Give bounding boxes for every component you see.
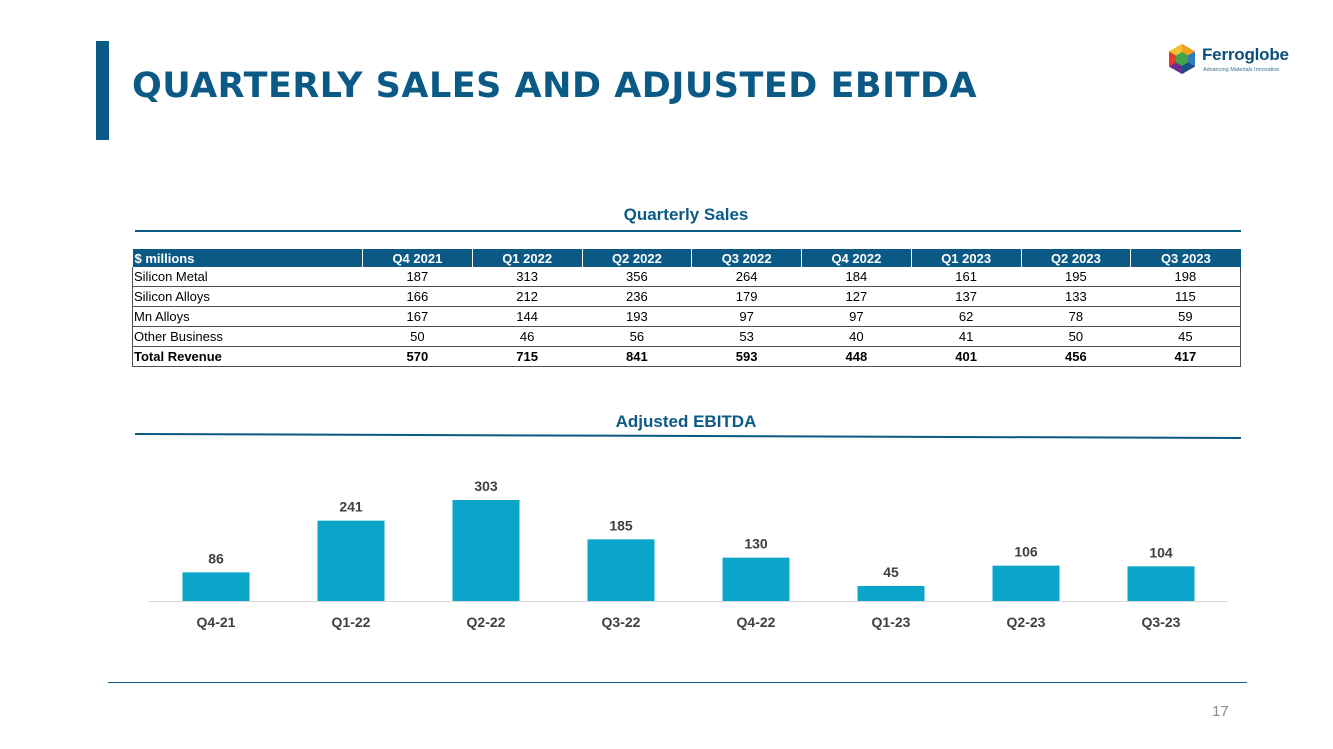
table-cell: 166 <box>362 286 473 307</box>
row-label: Total Revenue <box>132 346 363 367</box>
row-label: Silicon Alloys <box>132 286 363 307</box>
ebitda-tick-label: Q3-22 <box>602 614 641 630</box>
adjusted-ebitda-title: Adjusted EBITDA <box>615 412 757 431</box>
logo-tagline: Advancing Materials Innovation <box>1203 67 1280 73</box>
ferroglobe-globe-icon <box>1169 44 1195 74</box>
table-cell: 167 <box>362 306 473 327</box>
table-cell: 456 <box>1021 346 1131 367</box>
ebitda-data-label: 130 <box>744 536 768 552</box>
ebitda-bar-q1-23 <box>857 586 925 601</box>
ebitda-tick-label: Q2-23 <box>1007 614 1046 630</box>
header-q4-2022: Q4 2022 <box>801 249 912 267</box>
ebitda-bar-q2-22 <box>452 500 520 601</box>
table-cell: 144 <box>472 306 582 327</box>
adjusted-ebitda-rule <box>135 433 1241 439</box>
row-label: Other Business <box>132 326 363 347</box>
table-cell: 40 <box>801 326 912 347</box>
table-cell: 133 <box>1021 286 1131 307</box>
table-cell: 401 <box>911 346 1021 367</box>
table-cell: 179 <box>691 286 802 307</box>
table-cell: 161 <box>911 267 1021 287</box>
ebitda-tick-label: Q3-23 <box>1142 614 1181 630</box>
quarterly-sales-title: Quarterly Sales <box>623 205 749 224</box>
quarterly-sales-table: $ millions Q4 2021 Q1 2022 Q2 2022 Q3 20… <box>132 249 1241 367</box>
header-q2-2023: Q2 2023 <box>1021 249 1132 267</box>
table-cell: 97 <box>801 306 912 327</box>
table-row: Silicon Alloys 166 212 236 179 127 137 1… <box>132 286 1241 307</box>
table-cell: 50 <box>362 326 473 347</box>
table-cell: 417 <box>1130 346 1241 367</box>
table-cell: 50 <box>1021 326 1131 347</box>
table-cell: 53 <box>691 326 802 347</box>
header-q1-2023: Q1 2023 <box>911 249 1022 267</box>
ebitda-bar-q1-22 <box>317 520 385 601</box>
header-q3-2022: Q3 2022 <box>691 249 802 267</box>
table-cell: 46 <box>472 326 582 347</box>
ebitda-bar-q4-22 <box>722 557 790 601</box>
table-cell: 97 <box>691 306 802 327</box>
table-cell: 593 <box>691 346 802 367</box>
table-cell: 841 <box>582 346 692 367</box>
ebitda-bar-q2-23 <box>992 565 1060 601</box>
header-q1-2022: Q1 2022 <box>472 249 583 267</box>
ebitda-data-label: 185 <box>609 517 633 533</box>
table-cell: 187 <box>362 267 473 287</box>
row-label: Mn Alloys <box>132 306 363 327</box>
ebitda-bar-q3-23 <box>1127 566 1195 601</box>
table-cell: 570 <box>362 346 473 367</box>
ebitda-tick-label: Q1-22 <box>332 614 371 630</box>
row-label: Silicon Metal <box>132 267 363 287</box>
ebitda-data-label: 241 <box>339 499 363 515</box>
header-q2-2022: Q2 2022 <box>582 249 693 267</box>
page-title: QUARTERLY SALES AND ADJUSTED EBITDA <box>132 66 978 106</box>
header-q4-2021: Q4 2021 <box>362 249 473 267</box>
table-cell: 56 <box>582 326 692 347</box>
table-cell: 62 <box>911 306 1021 327</box>
table-cell: 195 <box>1021 267 1131 287</box>
table-cell: 236 <box>582 286 692 307</box>
table-cell: 41 <box>911 326 1021 347</box>
table-total-row: Total Revenue 570 715 841 593 448 401 45… <box>132 346 1241 367</box>
table-cell: 59 <box>1130 306 1241 327</box>
company-logo: Ferroglobe Advancing Materials Innovatio… <box>1166 43 1296 77</box>
quarterly-sales-rule <box>135 230 1241 232</box>
ebitda-data-label: 86 <box>208 550 224 566</box>
ebitda-tick-label: Q4-22 <box>737 614 776 630</box>
table-cell: 448 <box>801 346 912 367</box>
ebitda-bar-q4-21 <box>182 572 250 601</box>
footer-rule <box>108 682 1247 683</box>
table-cell: 184 <box>801 267 912 287</box>
table-cell: 193 <box>582 306 692 327</box>
table-row: Other Business 50 46 56 53 40 41 50 45 <box>132 326 1241 347</box>
table-cell: 212 <box>472 286 582 307</box>
table-cell: 115 <box>1130 286 1241 307</box>
table-header-row: $ millions Q4 2021 Q1 2022 Q2 2022 Q3 20… <box>132 249 1241 267</box>
ebitda-tick-label: Q1-23 <box>872 614 911 630</box>
ebitda-data-label: 106 <box>1014 544 1038 560</box>
ebitda-bar-q3-22 <box>587 539 655 601</box>
table-cell: 45 <box>1130 326 1241 347</box>
header-q3-2023: Q3 2023 <box>1130 249 1241 267</box>
logo-name: Ferroglobe <box>1202 45 1289 64</box>
title-accent-bar <box>96 41 109 140</box>
table-cell: 356 <box>582 267 692 287</box>
table-cell: 715 <box>472 346 582 367</box>
header-units: $ millions <box>132 249 363 267</box>
table-cell: 137 <box>911 286 1021 307</box>
table-cell: 127 <box>801 286 912 307</box>
table-cell: 313 <box>472 267 582 287</box>
ebitda-data-label: 303 <box>474 478 498 494</box>
ebitda-data-label: 45 <box>883 564 899 580</box>
table-row: Silicon Metal 187 313 356 264 184 161 19… <box>132 267 1241 287</box>
ebitda-tick-label: Q2-22 <box>467 614 506 630</box>
table-cell: 198 <box>1130 267 1241 287</box>
table-row: Mn Alloys 167 144 193 97 97 62 78 59 <box>132 306 1241 327</box>
table-cell: 78 <box>1021 306 1131 327</box>
ebitda-tick-label: Q4-21 <box>197 614 236 630</box>
page-number: 17 <box>1212 703 1229 720</box>
table-cell: 264 <box>691 267 802 287</box>
ebitda-data-label: 104 <box>1149 544 1173 560</box>
